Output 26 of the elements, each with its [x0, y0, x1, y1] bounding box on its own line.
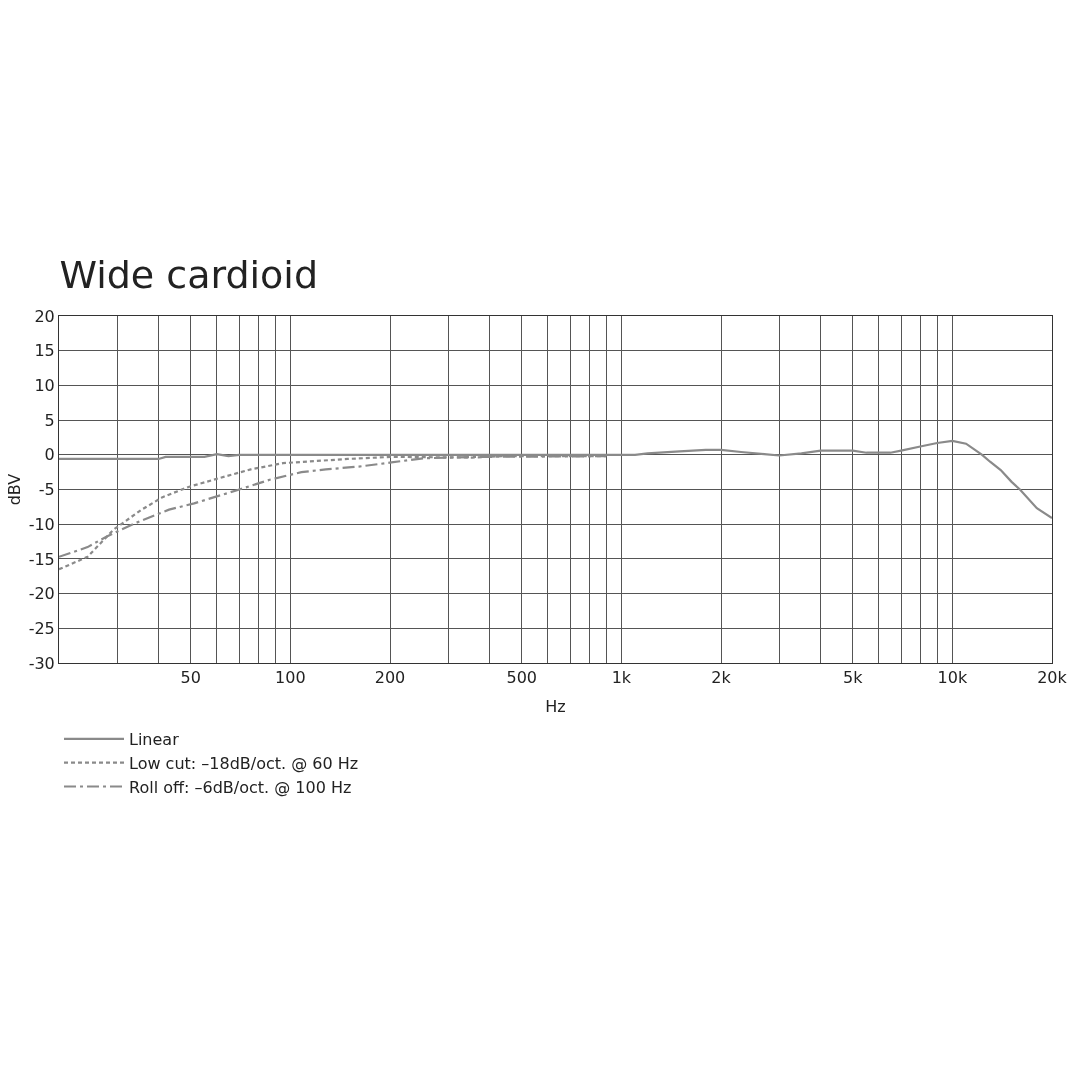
- x-tick-label: 500: [506, 668, 537, 688]
- x-tick-label: 200: [374, 668, 406, 688]
- y-tick-label: 20: [34, 306, 55, 326]
- legend-label: Linear: [129, 730, 180, 750]
- y-tick-label: 5: [44, 410, 55, 430]
- y-tick-label: -30: [28, 653, 55, 673]
- y-tick-label: 10: [34, 376, 55, 395]
- y-tick-label: -10: [28, 514, 55, 534]
- legend-label: Low cut: –18dB/oct. @ 60 Hz: [129, 753, 359, 773]
- legend-label: Roll off: –6dB/oct. @ 100 Hz: [129, 777, 352, 797]
- x-tick-label: 50: [180, 668, 201, 688]
- x-tick-label: 10k: [937, 668, 968, 688]
- chart-title: Wide cardioid: [59, 253, 319, 298]
- x-tick-label: 100: [275, 668, 306, 688]
- y-tick-label: -20: [28, 584, 55, 604]
- y-tick-label: 0: [44, 445, 55, 465]
- x-tick-label: 5k: [842, 668, 864, 688]
- y-tick-label: 15: [34, 341, 55, 361]
- x-tick-label: 20k: [1037, 668, 1068, 688]
- y-axis-title: dBV: [4, 473, 24, 506]
- x-axis-title: Hz: [545, 696, 566, 716]
- y-tick-label: -25: [28, 618, 55, 638]
- x-tick-label: 2k: [711, 668, 732, 688]
- y-tick-label: -5: [38, 480, 55, 500]
- x-tick-label: 1k: [611, 668, 632, 688]
- y-tick-label: -15: [28, 549, 55, 569]
